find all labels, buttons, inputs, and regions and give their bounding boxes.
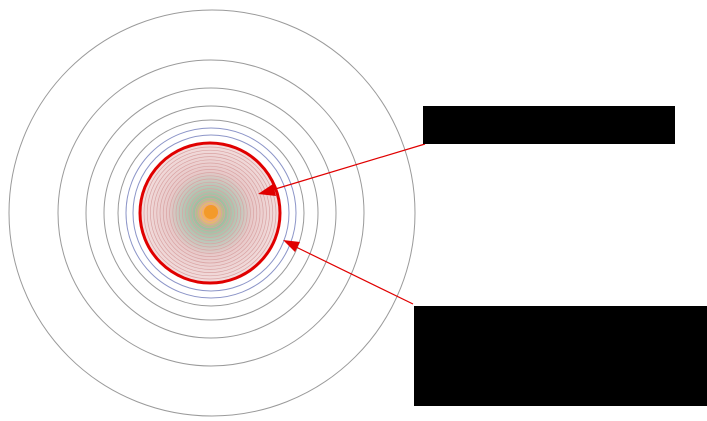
core-ring [175,178,245,248]
core-ring [178,181,242,245]
core-ring [166,169,254,257]
core-ring [156,159,264,267]
core-ring [198,201,222,225]
core-ring [185,188,235,238]
outer-ring [8,9,416,417]
core-ring [162,165,258,261]
core-ring [169,172,251,254]
core-ring [150,153,270,273]
blue-ring [132,134,290,292]
core-contour-rings [143,146,277,280]
core-ring [191,194,229,232]
outer-contour-rings [8,9,416,417]
outer-ring [57,59,365,367]
core-ring [194,197,226,229]
core-ring [153,156,267,270]
core-ring [146,149,274,277]
core-ring [143,146,277,280]
inner-contour-rings [125,127,297,299]
blue-ring [125,127,297,299]
core-ring [188,191,232,235]
core-ring [159,162,261,264]
arrow-to-core [258,143,426,196]
arrow-to-boundary [283,240,414,305]
outer-ring [117,119,305,307]
core-ring [172,175,248,251]
core-ring [201,204,219,222]
outer-ring [85,87,337,339]
center-hotspot [204,205,218,219]
redacted-label-bottom [414,306,707,406]
redacted-label-top [423,106,675,144]
outer-ring [103,105,319,321]
highlight-circle [138,141,282,285]
core-ring [182,185,238,241]
